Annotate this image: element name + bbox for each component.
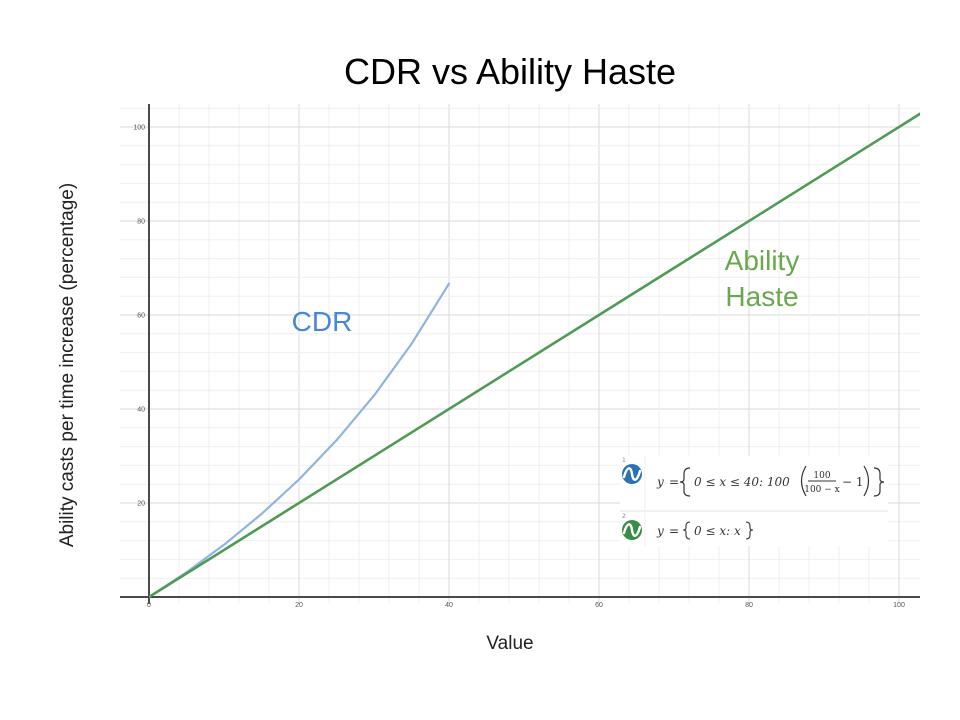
legend-row-1-paren-close [863, 465, 870, 497]
x-tick-label: 80 [745, 602, 753, 609]
cdr-series-label: CDR [292, 306, 353, 337]
x-tick-label: 60 [595, 602, 603, 609]
legend-row-2: 2 y = 0 ≤ x: x [622, 513, 754, 540]
haste-series-line [149, 112, 920, 598]
cdr-series-line [149, 282, 451, 598]
x-tick-label: 20 [295, 602, 303, 609]
y-tick-label: 40 [137, 407, 145, 414]
wave-icon-blue [622, 464, 642, 484]
legend: 1 y = 0 ≤ x ≤ 40: 100 100 100 − x − 1 2 [620, 456, 888, 546]
legend-row-1-frac-den: 100 − x [804, 485, 840, 495]
legend-row-1-condition: 0 ≤ x ≤ 40: 100 [694, 475, 790, 489]
y-tick-label: 60 [137, 313, 145, 320]
y-tick-label: 100 [133, 125, 145, 132]
legend-row-2-lhs: y [656, 524, 664, 538]
legend-background [620, 456, 888, 546]
legend-row-1: 1 y = 0 ≤ x ≤ 40: 100 100 100 − x − 1 [622, 457, 885, 497]
legend-row-1-brace-close [873, 467, 885, 497]
legend-row-1-lhs: y [656, 475, 664, 489]
legend-row-1-tail: − 1 [842, 475, 864, 489]
y-tick-label: 20 [137, 501, 145, 508]
haste-series-label-line1: Ability [725, 245, 800, 276]
legend-row-2-equals: = [669, 524, 679, 538]
x-axis-label: Value [486, 633, 533, 654]
legend-row-1-equals: = [669, 475, 679, 489]
legend-row-2-index: 2 [622, 513, 626, 520]
legend-row-1-frac-num: 100 [813, 471, 830, 481]
legend-row-1-brace-open [679, 467, 691, 497]
x-tick-label: 0 [147, 602, 151, 609]
legend-row-2-brace-close [745, 521, 754, 540]
legend-row-2-brace-open [682, 521, 691, 540]
axes [120, 104, 920, 604]
series-lines [149, 112, 920, 598]
x-tick-label: 100 [893, 602, 905, 609]
chart-title: CDR vs Ability Haste [344, 51, 676, 92]
y-axis-label: Ability casts per time increase (percent… [57, 183, 78, 547]
legend-row-2-condition: 0 ≤ x: x [694, 524, 741, 538]
y-tick-label: 80 [137, 219, 145, 226]
legend-row-1-index: 1 [622, 457, 626, 464]
haste-series-label-line2: Haste [725, 281, 798, 312]
x-tick-label: 40 [445, 602, 453, 609]
tick-labels: 0 20 40 60 80 100 20 40 60 80 100 [133, 125, 905, 610]
wave-icon-green [622, 520, 642, 540]
legend-row-1-paren-open [800, 465, 807, 497]
